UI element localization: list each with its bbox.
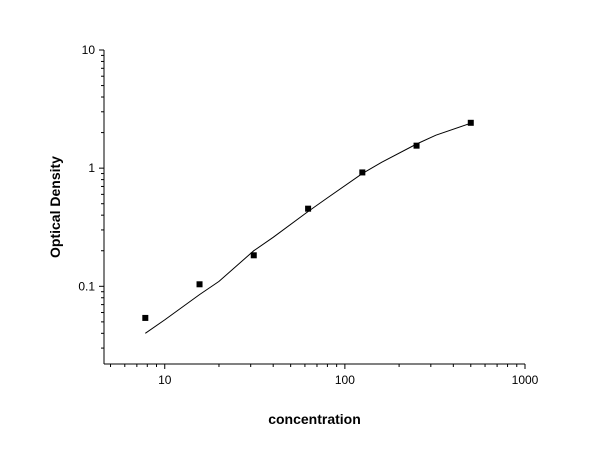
data-point [142,314,149,321]
fit-curve [145,122,471,334]
data-point [196,281,203,288]
data-point [413,142,420,149]
x-tick-label: 100 [335,373,355,387]
data-points [142,119,474,321]
data-point [467,119,474,126]
x-tick-label: 1000 [512,373,539,387]
y-tick-label: 10 [82,43,96,57]
data-point [250,252,257,259]
y-ticks: 0.1 1 10 [78,43,104,349]
x-axis-title: concentration [268,411,361,427]
y-tick-label: 0.1 [78,279,95,293]
data-point [359,169,366,176]
axes: 10 100 1000 0.1 1 10 [78,43,538,387]
y-tick-label: 1 [88,161,95,175]
x-ticks: 10 100 1000 [110,364,539,387]
data-point [305,205,312,212]
y-axis-title: Optical Density [47,156,63,258]
x-tick-label: 10 [158,373,172,387]
